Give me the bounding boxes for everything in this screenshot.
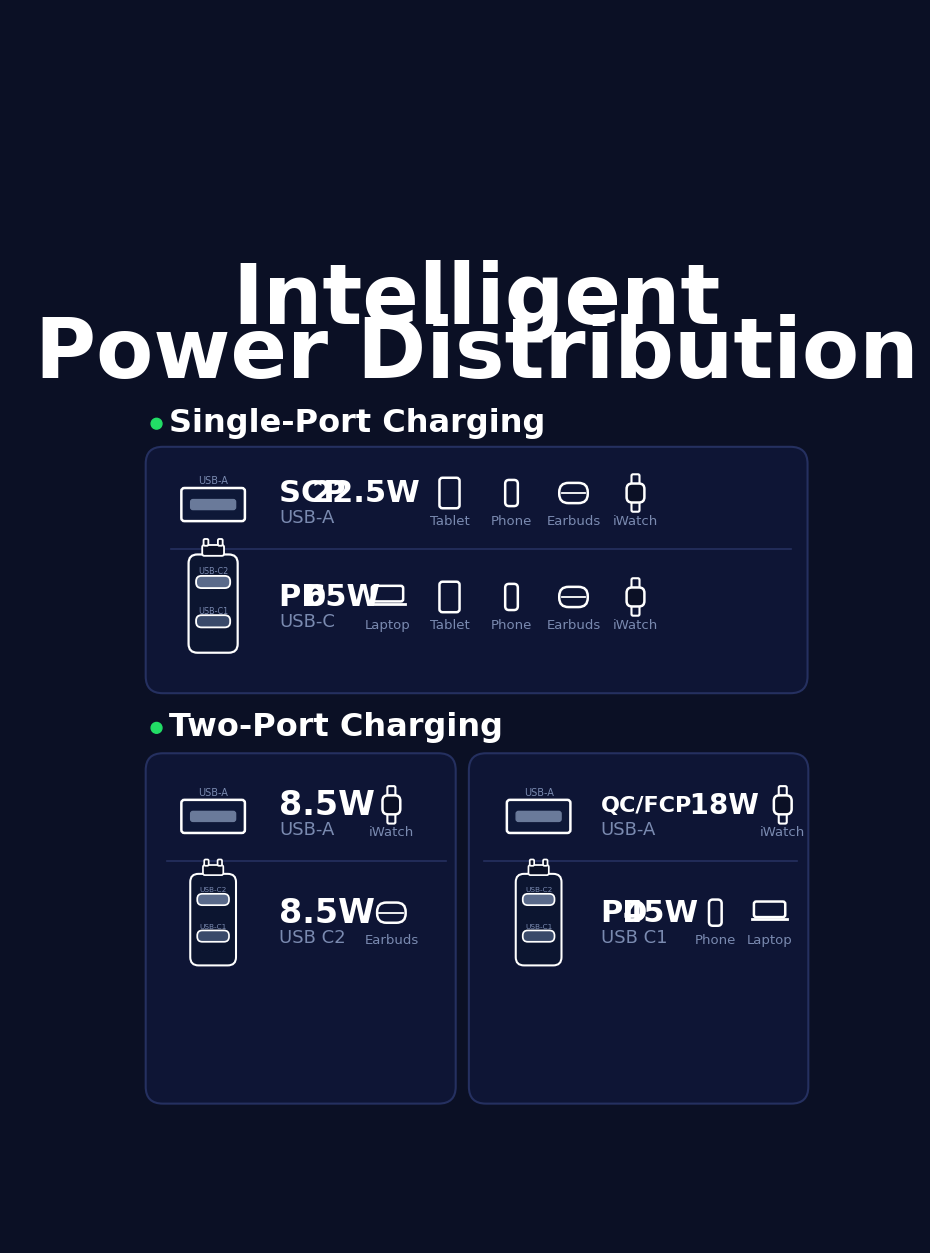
FancyBboxPatch shape <box>202 545 224 556</box>
FancyBboxPatch shape <box>189 555 238 653</box>
Text: USB-C1: USB-C1 <box>525 923 552 930</box>
Text: USB-C2: USB-C2 <box>198 568 228 576</box>
FancyBboxPatch shape <box>205 860 208 866</box>
Text: 65W: 65W <box>304 583 380 613</box>
Text: USB C1: USB C1 <box>601 928 667 947</box>
FancyBboxPatch shape <box>196 576 231 588</box>
Text: iWatch: iWatch <box>613 619 658 632</box>
Text: Earbuds: Earbuds <box>547 619 601 632</box>
FancyBboxPatch shape <box>218 860 222 866</box>
FancyBboxPatch shape <box>523 931 554 942</box>
Text: Two-Port Charging: Two-Port Charging <box>169 713 503 743</box>
FancyBboxPatch shape <box>197 893 229 905</box>
Text: iWatch: iWatch <box>760 827 805 840</box>
FancyBboxPatch shape <box>218 539 222 546</box>
Text: USB-A: USB-A <box>198 788 228 798</box>
FancyBboxPatch shape <box>382 796 400 814</box>
Text: Tablet: Tablet <box>430 515 470 528</box>
Text: iWatch: iWatch <box>369 827 414 840</box>
FancyBboxPatch shape <box>203 865 223 875</box>
Text: Laptop: Laptop <box>747 935 792 947</box>
Text: SCP: SCP <box>279 480 356 509</box>
Text: PD: PD <box>279 583 337 613</box>
FancyBboxPatch shape <box>181 487 245 521</box>
Text: USB-A: USB-A <box>198 476 228 486</box>
Text: 8.5W: 8.5W <box>279 897 375 930</box>
FancyBboxPatch shape <box>543 860 548 866</box>
Text: Tablet: Tablet <box>430 619 470 632</box>
FancyBboxPatch shape <box>204 539 208 546</box>
Text: Phone: Phone <box>695 935 736 947</box>
FancyBboxPatch shape <box>191 812 235 822</box>
Text: USB-A: USB-A <box>524 788 553 798</box>
Text: USB C2: USB C2 <box>279 928 346 947</box>
Text: 8.5W: 8.5W <box>279 789 375 822</box>
Text: Phone: Phone <box>491 515 532 528</box>
Text: Power Distribution: Power Distribution <box>34 315 919 395</box>
Text: Single-Port Charging: Single-Port Charging <box>169 408 545 440</box>
Text: Earbuds: Earbuds <box>365 935 418 947</box>
FancyBboxPatch shape <box>530 860 534 866</box>
Text: QC/FCP: QC/FCP <box>601 796 692 816</box>
Text: USB-A: USB-A <box>279 821 335 840</box>
FancyBboxPatch shape <box>146 447 807 693</box>
Text: USB-C1: USB-C1 <box>198 606 228 615</box>
FancyBboxPatch shape <box>528 865 549 875</box>
Text: USB-C2: USB-C2 <box>525 887 552 893</box>
Text: USB-C: USB-C <box>279 614 335 632</box>
FancyBboxPatch shape <box>507 799 570 833</box>
FancyBboxPatch shape <box>191 500 235 510</box>
Text: 45W: 45W <box>622 898 698 928</box>
FancyBboxPatch shape <box>196 615 231 628</box>
FancyBboxPatch shape <box>523 893 554 905</box>
FancyBboxPatch shape <box>181 799 245 833</box>
FancyBboxPatch shape <box>191 873 236 965</box>
FancyBboxPatch shape <box>197 931 229 942</box>
Text: Laptop: Laptop <box>365 619 410 632</box>
Text: 18W: 18W <box>681 792 759 819</box>
Text: Intelligent: Intelligent <box>232 259 721 341</box>
Text: Earbuds: Earbuds <box>547 515 601 528</box>
Text: USB-A: USB-A <box>601 821 656 840</box>
Text: PD: PD <box>601 898 648 928</box>
FancyBboxPatch shape <box>627 588 644 606</box>
Text: USB-C1: USB-C1 <box>199 923 227 930</box>
FancyBboxPatch shape <box>774 796 791 814</box>
FancyBboxPatch shape <box>469 753 808 1104</box>
FancyBboxPatch shape <box>627 484 644 502</box>
Text: iWatch: iWatch <box>613 515 658 528</box>
Text: USB-C2: USB-C2 <box>199 887 227 893</box>
FancyBboxPatch shape <box>146 753 456 1104</box>
Circle shape <box>151 419 162 429</box>
Text: Phone: Phone <box>491 619 532 632</box>
FancyBboxPatch shape <box>516 873 562 965</box>
FancyBboxPatch shape <box>516 812 561 822</box>
Text: 22.5W: 22.5W <box>312 480 420 509</box>
Circle shape <box>151 723 162 733</box>
Text: USB-A: USB-A <box>279 510 335 528</box>
